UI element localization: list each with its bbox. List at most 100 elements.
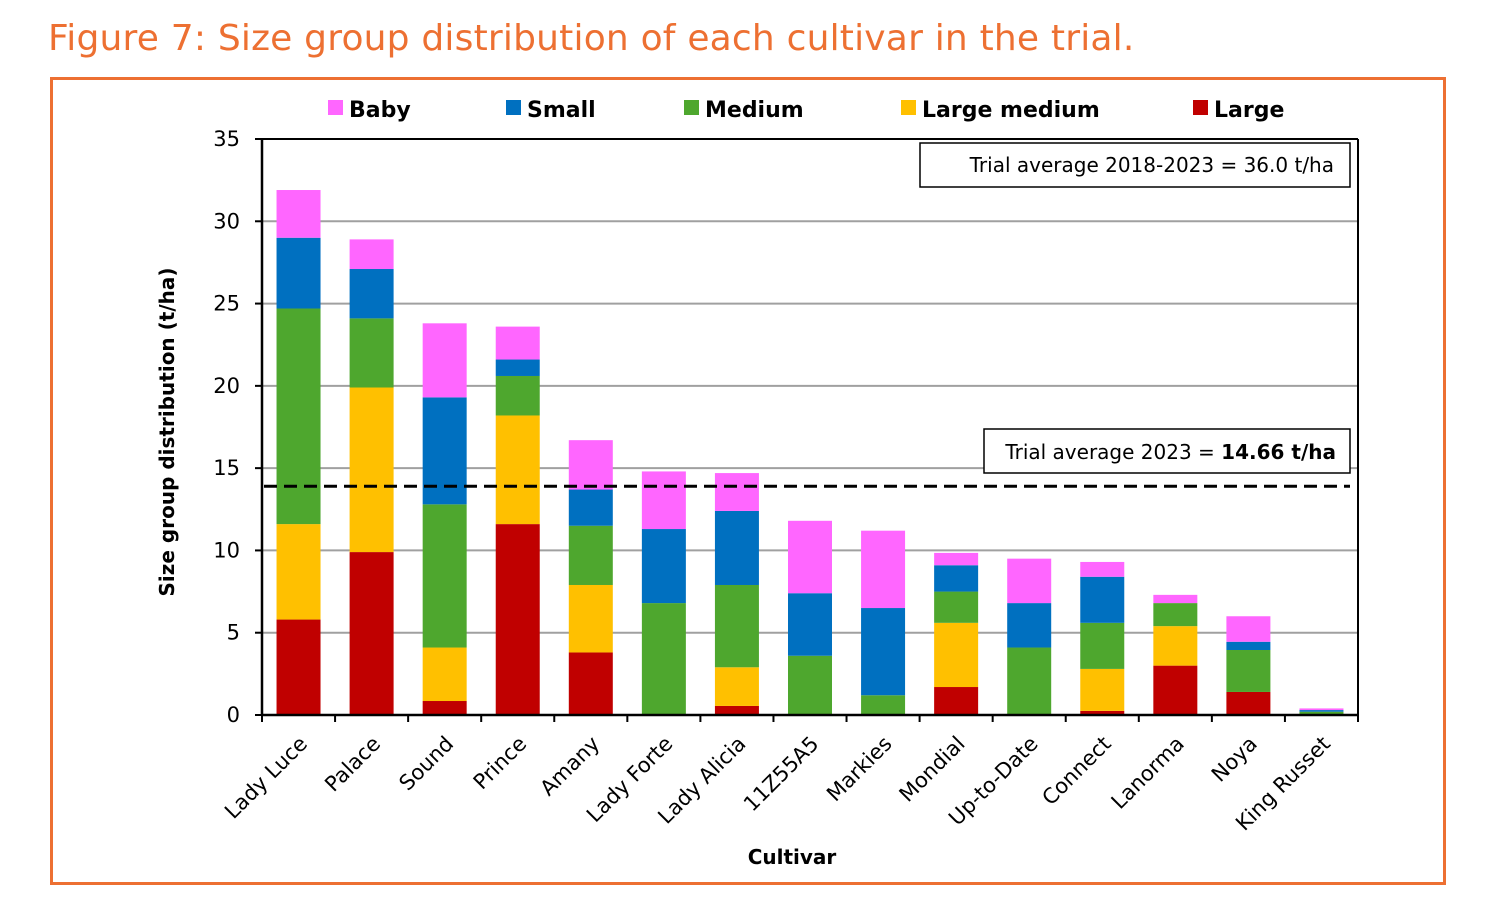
bar-stack [934, 552, 979, 715]
x-tick-label: Lady Luce [220, 732, 312, 824]
bar-segment-medium [1226, 649, 1271, 692]
bar-segment-baby [861, 530, 906, 609]
annotation-long-term-average: Trial average 2018-2023 = 36.0 t/ha [969, 153, 1334, 177]
bar-segment-baby [1007, 558, 1052, 604]
bar-stack [1299, 708, 1344, 715]
annotation-value: 14.66 t/ha [1221, 440, 1336, 464]
bar-stack [276, 190, 321, 715]
bar-stack [861, 530, 906, 715]
bar-segment-medium [788, 655, 832, 715]
bar-segment-large [422, 701, 467, 715]
x-tick-label: 11Z55A5 [739, 732, 824, 817]
bar-segment-medium [1007, 647, 1052, 715]
bar-segment-medium [349, 318, 394, 388]
figure-title: Figure 7: Size group distribution of eac… [48, 18, 1135, 59]
legend-swatch [328, 100, 343, 115]
legend-swatch [901, 100, 916, 115]
annotation-box-2023 [983, 428, 1351, 474]
legend-label: Large [1214, 98, 1284, 123]
bar-segment-small [422, 397, 467, 505]
bar-segment-medium [641, 603, 686, 715]
y-axis-title: Size group distribution (t/ha) [155, 267, 179, 596]
bar-segment-medium [568, 525, 613, 585]
bar-segment-small [934, 565, 979, 592]
bar-stack [641, 471, 686, 715]
bar-segment-small [495, 359, 540, 376]
legend-swatch [684, 100, 699, 115]
bar-stack [422, 323, 467, 715]
bar-segment-small [276, 237, 321, 309]
bar-segment-baby [276, 190, 321, 238]
bar-segment-medium [1080, 622, 1125, 669]
bar-segment-medium [1299, 711, 1344, 715]
x-tick-label: Markies [822, 732, 897, 807]
bar-segment-baby [1080, 561, 1125, 577]
bar-segment-large [276, 619, 321, 715]
bar-segment-small [349, 269, 394, 319]
bar-segment-large [568, 652, 613, 715]
bar-segment-large-medium [714, 667, 759, 706]
y-tick-label: 25 [213, 292, 240, 316]
bar-stack [1226, 616, 1271, 715]
bar-segment-large-medium [276, 524, 321, 620]
bar-segment-small [568, 489, 613, 526]
bar-stack [495, 326, 540, 715]
annotations: Trial average 2018-2023 = 36.0 t/ha Trial… [919, 142, 1351, 474]
y-tick-label: 15 [213, 456, 240, 480]
legend-swatch [1193, 100, 1208, 115]
annotation-2023-average: Trial average 2023 = 14.66 t/ha [1004, 440, 1336, 464]
bar-segment-large [1226, 691, 1271, 715]
bar-stack [1080, 561, 1125, 715]
bar-segment-baby [349, 239, 394, 270]
legend-swatch [506, 100, 521, 115]
bar-segment-medium [495, 375, 540, 416]
bar-segment-medium [714, 584, 759, 668]
x-tick-label: Prince [469, 732, 532, 795]
bar-segment-large-medium [495, 415, 540, 525]
legend-label: Medium [705, 98, 804, 123]
y-tick-label: 5 [227, 621, 240, 645]
bar-segment-medium [934, 591, 979, 623]
legend-label: Baby [349, 98, 411, 123]
y-tick-label: 0 [227, 703, 240, 727]
bar-segment-baby [1299, 708, 1344, 711]
legend-label: Large medium [922, 98, 1100, 123]
bar-segment-small [1299, 710, 1344, 712]
x-tick-label: Connect [1037, 732, 1115, 810]
x-tick-label: Mondial [895, 732, 970, 807]
x-tick-label: Amany [535, 732, 604, 801]
bar-segment-large [349, 552, 394, 715]
bar-segment-baby [714, 473, 759, 511]
bar-stack [568, 440, 613, 715]
y-tick-label: 10 [213, 538, 240, 562]
bar-segment-large-medium [1153, 626, 1198, 666]
x-tick-label: Sound [394, 732, 458, 796]
y-tick-label: 35 [213, 127, 240, 151]
x-tick-label: Noya [1207, 732, 1262, 787]
bar-segment-large [495, 524, 540, 715]
bar-segment-small [714, 510, 759, 585]
bar-segment-large-medium [568, 584, 613, 653]
bar-segment-large-medium [422, 647, 467, 702]
bar-segment-small [861, 608, 906, 696]
y-tick-label: 30 [213, 209, 240, 233]
bar-segment-baby [934, 552, 979, 566]
annotation-prefix: Trial average 2023 = [1004, 440, 1221, 464]
x-tick-label: Palace [320, 732, 385, 797]
bar-stack [1007, 558, 1052, 715]
bar-segment-large [714, 705, 759, 715]
legend-label: Small [527, 98, 596, 123]
bar-segment-baby [641, 471, 686, 530]
legend: Baby Small Medium Large medium Large [328, 98, 1284, 123]
bar-segment-large-medium [934, 622, 979, 688]
bar-segment-medium [1153, 603, 1198, 627]
bar-segment-medium [422, 504, 467, 648]
bar-segment-small [1007, 603, 1052, 648]
bar-segment-large [1153, 665, 1198, 715]
bar-stack [788, 520, 832, 715]
x-axis-title: Cultivar [748, 845, 837, 869]
bar-segment-baby [1153, 594, 1198, 604]
bar-stack [714, 473, 759, 715]
bar-segment-baby [788, 520, 832, 594]
